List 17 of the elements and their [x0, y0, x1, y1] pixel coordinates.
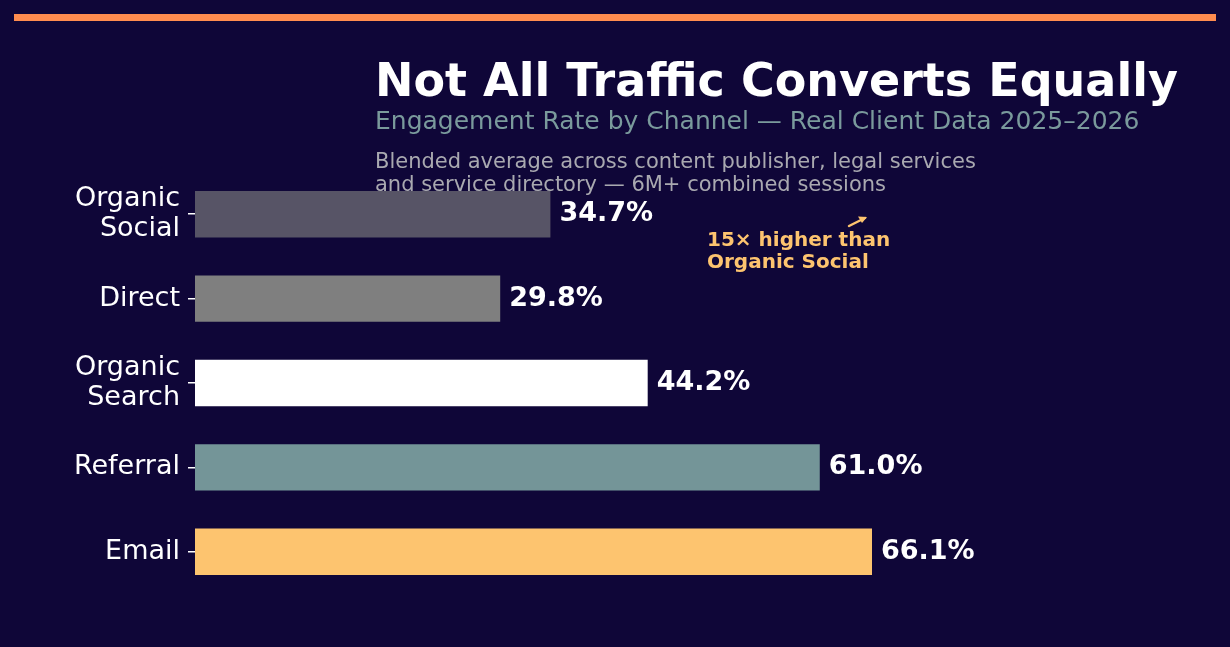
data-label: 29.8% [509, 280, 603, 312]
data-label: 34.7% [559, 196, 654, 228]
annotation: 15× higher than Organic Social [707, 227, 891, 273]
y-tick-label: Email [105, 533, 180, 565]
data-label: 44.2% [656, 365, 751, 397]
bar [195, 444, 820, 491]
y-tick-label: Organic Social [74, 181, 180, 243]
y-tick-label: Direct [99, 280, 180, 312]
chart-subtitle: Engagement Rate by Channel — Real Client Data 2025–2026 [375, 106, 1140, 135]
y-tick-label: Organic Search [74, 350, 180, 411]
bar [195, 275, 501, 322]
data-label: 66.1% [881, 533, 975, 565]
y-tick-label: Referral [73, 449, 180, 481]
bar [195, 528, 872, 576]
data-label: 61.0% [828, 449, 923, 481]
annotation: Blended average across content publisher, legal services and service directory — 6M+ combined sessions [375, 149, 976, 196]
chart-title: Not All Traffic Converts Equally [375, 53, 1178, 107]
